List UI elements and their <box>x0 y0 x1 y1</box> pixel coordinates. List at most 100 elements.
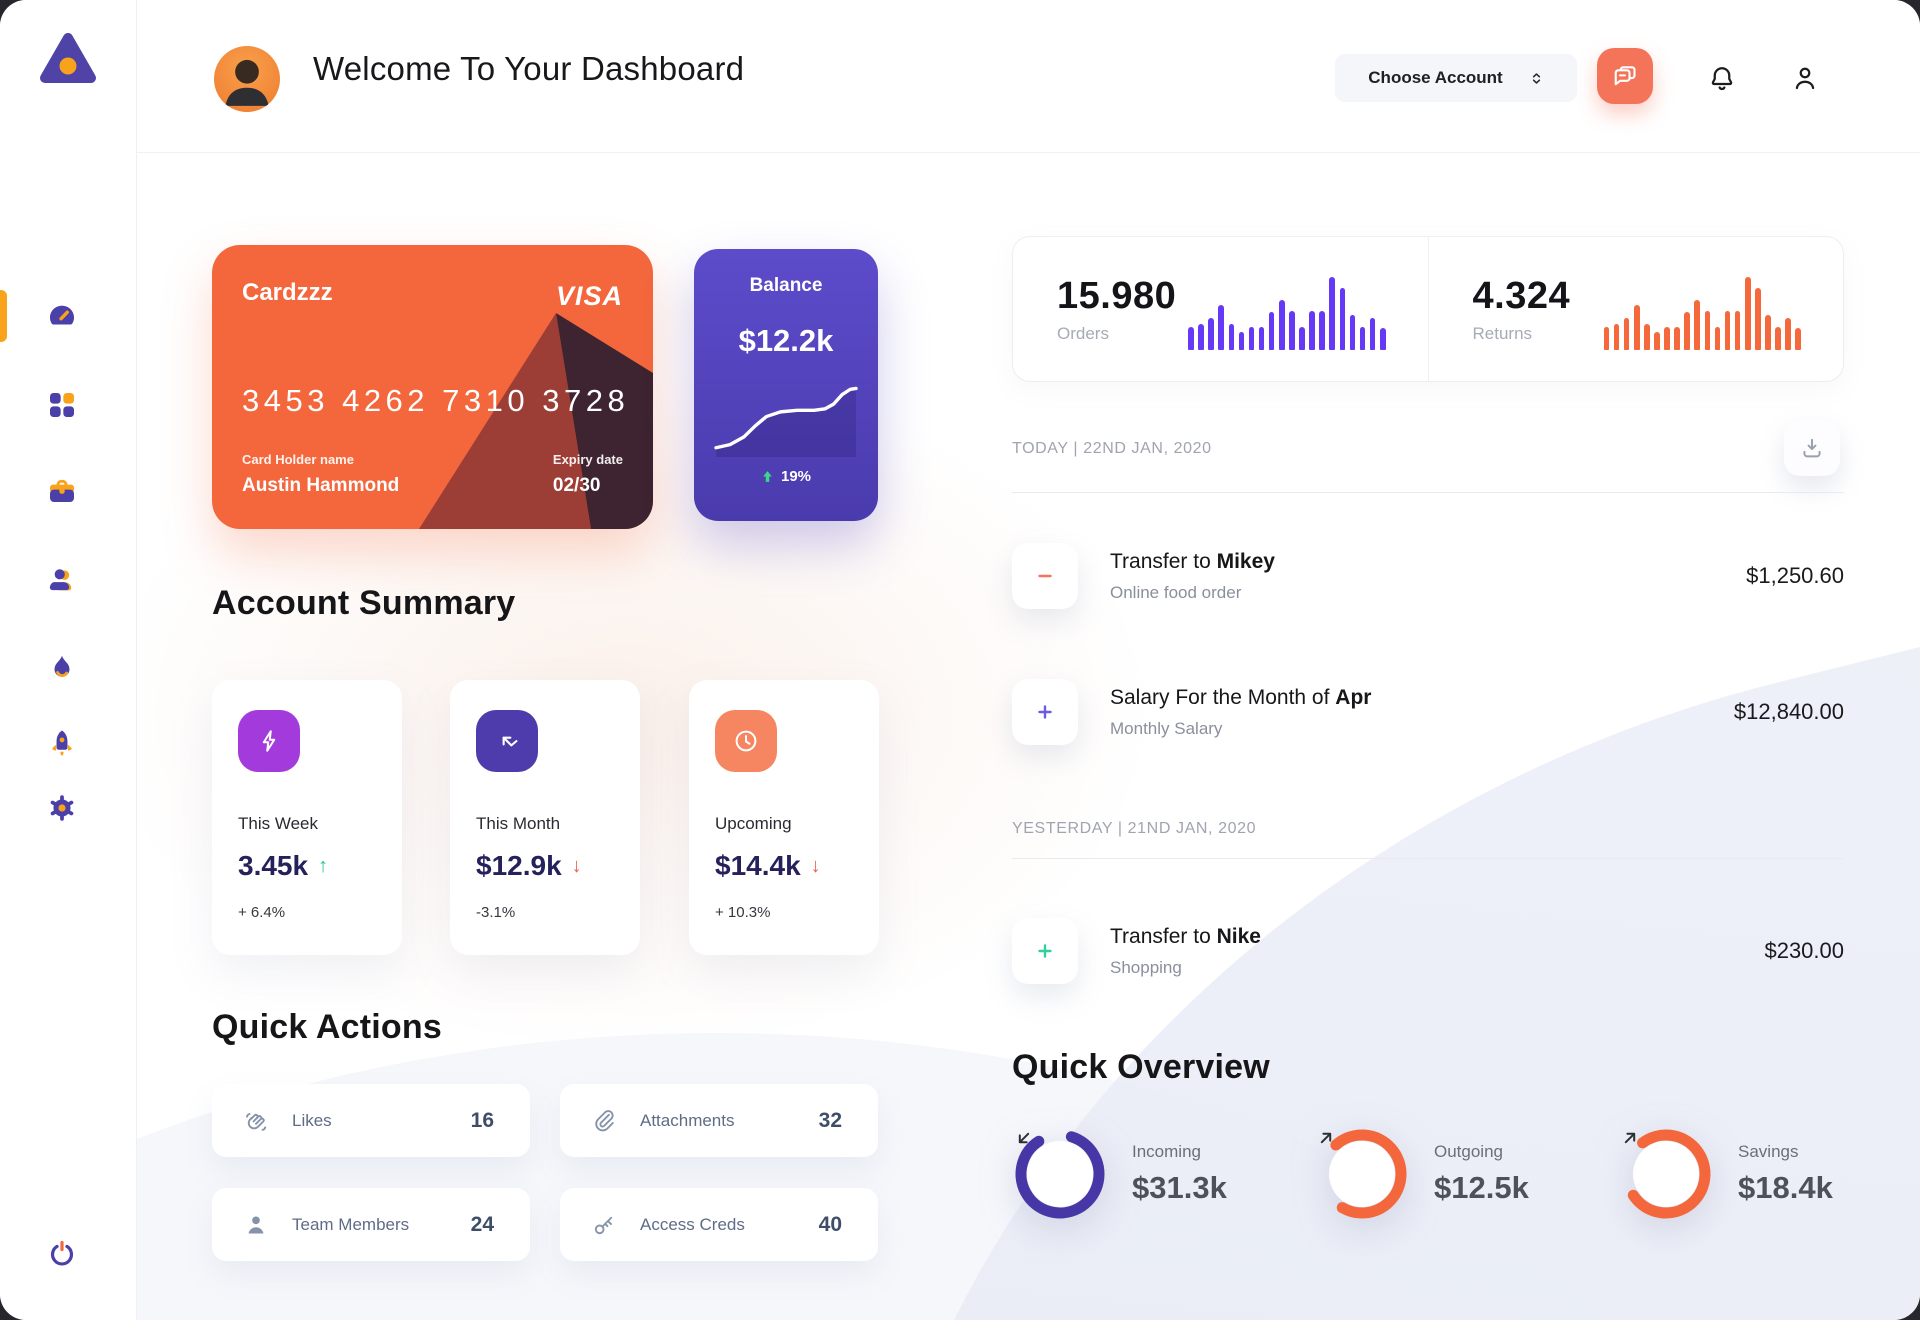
profile-button[interactable] <box>1785 58 1825 98</box>
card-expiry-block: Expiry date 02/30 <box>553 452 623 497</box>
transaction-row[interactable]: Transfer to Mikey Online food order $1,2… <box>1012 540 1844 612</box>
quick-action-attachments[interactable]: Attachments 32 <box>560 1084 878 1157</box>
card-expiry-date: 02/30 <box>552 475 601 496</box>
sidebar-item-team[interactable] <box>38 557 86 605</box>
messages-button[interactable] <box>1597 48 1653 104</box>
balance-sparkline <box>714 386 858 457</box>
card-name: Cardzzz <box>242 279 333 306</box>
summary-value: 3.45k <box>238 850 309 881</box>
briefcase-icon <box>50 479 74 502</box>
overview-value: $31.3k <box>1132 1170 1227 1205</box>
overview-savings: Savings $18.4k <box>1618 1126 1833 1222</box>
sidebar-item-dashboard[interactable] <box>38 292 86 340</box>
summary-label: Upcoming <box>715 814 792 833</box>
notifications-button[interactable] <box>1702 58 1742 98</box>
overview-value: $12.5k <box>1434 1170 1529 1205</box>
transaction-subtitle: Online food order <box>1110 582 1242 602</box>
sidebar-item-launch[interactable] <box>38 719 86 767</box>
summary-value: $12.9k <box>476 850 562 881</box>
chevron-up-down-icon <box>1532 72 1540 84</box>
sidebar-item-settings[interactable] <box>38 784 86 832</box>
balance-value: $12.2k <box>738 323 834 358</box>
account-summary-title: Account Summary <box>212 584 516 622</box>
balance-change: 19% <box>694 468 878 485</box>
quick-action-team-members[interactable]: Team Members 24 <box>212 1188 530 1261</box>
summary-card-upcoming: Upcoming $14.4k ↓ + 10.3% <box>689 680 879 955</box>
divider <box>1012 492 1844 493</box>
sidebar <box>0 0 137 1320</box>
download-icon <box>1803 438 1821 458</box>
transaction-sign-minus <box>1012 543 1078 609</box>
card-holder-block: Card Holder name Austin Hammond <box>242 452 399 497</box>
overview-incoming: Incoming $31.3k <box>1012 1126 1227 1222</box>
trend-arrow-icon: ↑ <box>318 854 329 877</box>
transaction-row[interactable]: Transfer to Nike Shopping $230.00 <box>1012 915 1844 987</box>
summary-delta: + 10.3% <box>715 904 771 921</box>
quick-action-likes[interactable]: Likes 16 <box>212 1084 530 1157</box>
quick-overview-title: Quick Overview <box>1012 1048 1270 1086</box>
transaction-title: Transfer to Nike <box>1110 924 1261 948</box>
yesterday-section-header: YESTERDAY | 21ND JAN, 2020 <box>1012 820 1257 837</box>
logout-button[interactable] <box>38 1230 86 1278</box>
quick-action-count: 16 <box>470 1108 494 1132</box>
member-icon <box>248 1215 264 1234</box>
transaction-row[interactable]: Salary For the Month of Apr Monthly Sala… <box>1012 676 1844 748</box>
quick-actions-title: Quick Actions <box>212 1008 442 1046</box>
card-triangles <box>419 313 653 529</box>
quick-action-label: Access Creds <box>640 1214 745 1234</box>
sidebar-item-activity[interactable] <box>38 644 86 692</box>
quick-action-count: 40 <box>818 1212 842 1236</box>
header: Welcome To Your Dashboard Choose Account <box>137 0 1920 153</box>
overview-label: Incoming <box>1132 1142 1201 1161</box>
paperclip-icon <box>595 1109 614 1131</box>
summary-delta: -3.1% <box>476 904 516 921</box>
clock-icon <box>715 710 777 772</box>
arrow-up-right-icon <box>1320 1132 1332 1144</box>
overview-value: $18.4k <box>1738 1170 1833 1205</box>
transaction-sign-plus <box>1012 679 1078 745</box>
orders-label: Orders <box>1057 323 1109 343</box>
page-title: Welcome To Your Dashboard <box>313 50 745 87</box>
power-icon <box>50 1240 74 1266</box>
account-selector[interactable]: Choose Account <box>1335 54 1577 102</box>
credit-card: Cardzzz VISA 3453 4262 7310 3728 Card Ho… <box>212 245 653 529</box>
returns-value: 4.324 <box>1472 274 1571 317</box>
rocket-icon <box>52 730 72 756</box>
summary-label: This Week <box>238 814 318 833</box>
incoming-donut <box>1012 1126 1108 1222</box>
app-logo <box>36 28 100 92</box>
overview-label: Outgoing <box>1434 1142 1503 1161</box>
arrow-down-left-icon <box>1018 1132 1030 1144</box>
card-holder-label: Card Holder name <box>242 452 354 467</box>
user-icon <box>1795 67 1815 90</box>
returns-label: Returns <box>1472 323 1533 343</box>
transaction-subtitle: Monthly Salary <box>1110 718 1223 738</box>
today-section-header: TODAY | 22ND JAN, 2020 <box>1012 440 1212 457</box>
account-selector-label: Choose Account <box>1368 68 1503 87</box>
active-nav-indicator <box>0 290 7 342</box>
returns-stat: 4.324 Returns <box>1427 237 1844 381</box>
quick-action-count: 32 <box>818 1108 842 1132</box>
orders-value: 15.980 <box>1057 274 1177 317</box>
grid-icon <box>50 393 74 417</box>
quick-action-count: 24 <box>470 1212 494 1236</box>
bell-icon <box>1711 67 1733 91</box>
divider <box>1012 858 1844 859</box>
sidebar-item-apps[interactable] <box>38 381 86 429</box>
transaction-title: Salary For the Month of Apr <box>1110 685 1372 709</box>
arrow-bend-icon <box>476 710 538 772</box>
overview-outgoing: Outgoing $12.5k <box>1314 1126 1529 1222</box>
bolt-icon <box>238 710 300 772</box>
quick-action-access-creds[interactable]: Access Creds 40 <box>560 1188 878 1261</box>
flame-icon <box>54 655 70 677</box>
sidebar-item-work[interactable] <box>38 468 86 516</box>
transaction-title: Transfer to Mikey <box>1110 549 1275 573</box>
returns-bar-chart <box>1603 274 1801 350</box>
transaction-amount: $1,250.60 <box>1746 563 1844 588</box>
quick-action-label: Attachments <box>640 1110 735 1130</box>
download-button[interactable] <box>1784 420 1840 476</box>
trend-arrow-icon: ↓ <box>571 854 582 877</box>
balance-card: Balance $12.2k 19% <box>694 249 878 521</box>
user-avatar[interactable] <box>214 46 280 112</box>
quick-action-label: Likes <box>292 1110 332 1130</box>
